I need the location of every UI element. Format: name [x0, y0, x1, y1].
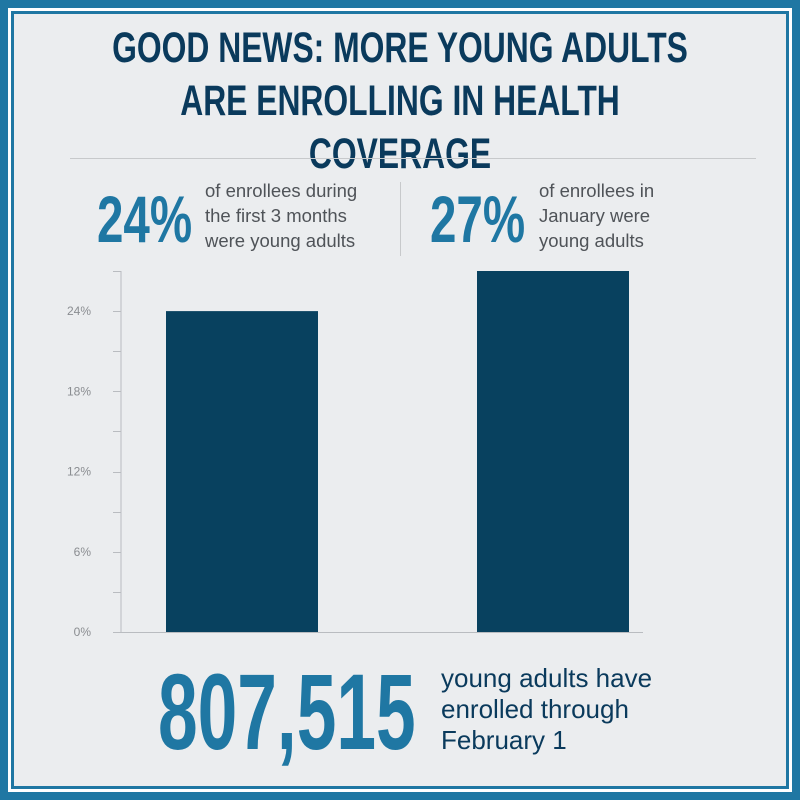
- stat-second-text: of enrollees in January were young adult…: [539, 180, 655, 251]
- title-divider: [70, 158, 756, 159]
- y-tick-label: 24%: [67, 304, 91, 318]
- total-enrolled-text: young adults have enrolled through Febru…: [441, 663, 653, 755]
- stat-second-value: 27%: [430, 182, 526, 256]
- stat-first-text: of enrollees during the first 3 months w…: [205, 180, 358, 251]
- stat-first-value: 24%: [97, 182, 193, 256]
- stat-divider: [400, 182, 401, 256]
- y-tick-label: 0%: [74, 625, 92, 639]
- total-enrolled-number: 807,515: [158, 651, 416, 772]
- inner-frame: [11, 11, 789, 789]
- bar: [166, 311, 318, 632]
- y-tick-label: 18%: [67, 384, 91, 398]
- bar: [477, 271, 629, 632]
- page-title: GOOD NEWS: MORE YOUNG ADULTS ARE ENROLLI…: [112, 24, 688, 178]
- y-tick-label: 6%: [74, 545, 92, 559]
- y-tick-label: 12%: [67, 465, 91, 479]
